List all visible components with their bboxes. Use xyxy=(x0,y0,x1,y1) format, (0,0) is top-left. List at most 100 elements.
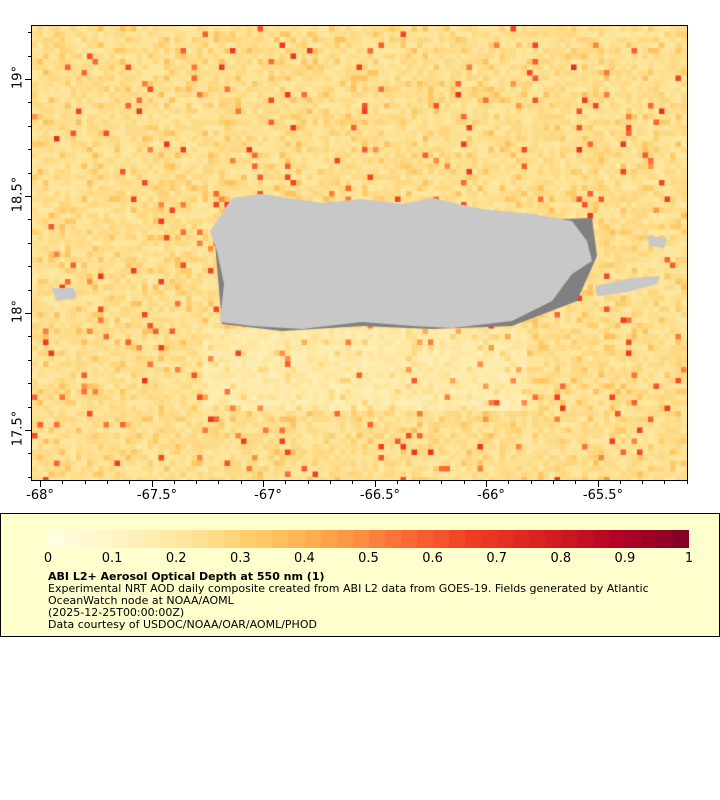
legend-time: (2025-12-25T00:00:00Z) xyxy=(48,606,185,619)
colorbar-segment xyxy=(432,530,449,548)
tick-mark xyxy=(28,32,31,34)
colorbar-tick-label: 1 xyxy=(684,551,694,566)
colorbar-tick-label: 0.3 xyxy=(229,551,251,566)
colorbar-tick-label: 0.4 xyxy=(294,551,315,566)
tick-mark xyxy=(173,481,175,484)
colorbar-segment xyxy=(304,530,321,548)
colorbar-segment xyxy=(320,530,337,548)
tick-mark xyxy=(686,481,688,484)
tick-mark xyxy=(28,453,31,455)
colorbar-segment xyxy=(208,530,225,548)
y-tick-label: 18.5° xyxy=(10,176,26,213)
x-tick-label: -66° xyxy=(477,488,505,503)
tick-mark xyxy=(28,242,31,244)
colorbar-segment xyxy=(160,530,177,548)
colorbar-tick-label: 0.8 xyxy=(550,551,572,566)
colorbar-segment xyxy=(336,530,353,548)
colorbar-tick-label: 0.7 xyxy=(486,551,508,566)
aod-raster xyxy=(32,26,687,480)
tick-mark xyxy=(419,481,421,484)
tick-mark xyxy=(463,481,465,484)
colorbar-tick-label: 0.2 xyxy=(165,551,187,566)
tick-mark xyxy=(25,79,31,80)
colorbar-segment xyxy=(577,530,594,548)
x-tick-label: -65.5° xyxy=(582,488,624,503)
tick-mark xyxy=(642,481,644,484)
x-tick-label: -68° xyxy=(26,488,54,503)
tick-mark xyxy=(28,102,31,104)
colorbar-segment xyxy=(48,530,65,548)
tick-mark xyxy=(25,430,31,431)
colorbar-segment xyxy=(128,530,145,548)
colorbar-segment xyxy=(561,530,578,548)
colorbar-segment xyxy=(448,530,465,548)
tick-mark xyxy=(151,481,153,487)
tick-mark xyxy=(25,196,31,197)
colorbar-segment xyxy=(224,530,241,548)
tick-mark xyxy=(263,481,264,487)
tick-mark xyxy=(84,481,86,484)
tick-mark xyxy=(28,359,31,361)
tick-mark xyxy=(25,313,31,314)
colorbar-segment xyxy=(480,530,497,548)
y-tick-label: 18° xyxy=(10,299,26,324)
colorbar-segment xyxy=(176,530,193,548)
tick-mark xyxy=(28,149,31,151)
colorbar-tick-label: 0.1 xyxy=(101,551,123,566)
colorbar-tick-label: 0 xyxy=(43,551,53,566)
colorbar-segment xyxy=(657,530,674,548)
tick-mark xyxy=(552,481,554,484)
colorbar-segment xyxy=(288,530,305,548)
tick-mark xyxy=(441,481,443,484)
tick-mark xyxy=(28,172,31,174)
tick-mark xyxy=(597,481,599,487)
colorbar-segment xyxy=(496,530,513,548)
colorbar-segment xyxy=(80,530,97,548)
colorbar-segment xyxy=(240,530,257,548)
tick-mark xyxy=(486,481,487,487)
legend: 0 0.1 0.2 0.3 0.4 0.5 0.6 0.7 0.8 0.9 1 ABI L2+ Ae… xyxy=(0,513,720,637)
colorbar-segment xyxy=(192,530,209,548)
tick-mark xyxy=(28,406,31,408)
tick-mark xyxy=(619,481,621,484)
colorbar-segment xyxy=(625,530,642,548)
tick-mark xyxy=(28,266,31,268)
aod-map xyxy=(31,25,688,481)
colorbar-segment xyxy=(96,530,113,548)
tick-mark xyxy=(40,481,41,487)
tick-mark xyxy=(240,481,242,484)
colorbar-segment xyxy=(464,530,481,548)
legend-title: ABI L2+ Aerosol Optical Depth at 550 nm … xyxy=(48,570,325,583)
tick-mark xyxy=(396,481,398,484)
tick-mark xyxy=(307,481,309,484)
tick-mark xyxy=(285,481,287,484)
tick-mark xyxy=(28,476,31,478)
colorbar-segment xyxy=(544,530,561,548)
colorbar-segment xyxy=(512,530,529,548)
tick-mark xyxy=(218,481,220,484)
colorbar-segment xyxy=(593,530,610,548)
colorbar-tick-label: 0.5 xyxy=(358,551,379,566)
x-tick-label: -67.5° xyxy=(136,488,178,503)
colorbar-segment xyxy=(272,530,289,548)
colorbar-segment xyxy=(352,530,369,548)
colorbar-segment xyxy=(64,530,81,548)
tick-mark xyxy=(28,125,31,127)
tick-mark xyxy=(129,481,131,484)
colorbar xyxy=(48,530,690,548)
colorbar-segment xyxy=(609,530,626,548)
tick-mark xyxy=(664,481,666,484)
tick-mark xyxy=(62,481,64,484)
colorbar-segment xyxy=(368,530,385,548)
x-tick-label: -67° xyxy=(254,488,282,503)
tick-mark xyxy=(530,481,532,484)
tick-mark xyxy=(352,481,354,484)
colorbar-segment xyxy=(641,530,658,548)
tick-mark xyxy=(28,219,31,221)
tick-mark xyxy=(374,481,376,487)
legend-description: Experimental NRT AOD daily composite cre… xyxy=(48,582,649,595)
legend-credit: Data courtesy of USDOC/NOAA/OAR/AOML/PHO… xyxy=(48,618,317,631)
x-tick-label: -66.5° xyxy=(359,488,401,503)
legend-description: OceanWatch node at NOAA/AOML xyxy=(48,594,234,607)
tick-mark xyxy=(508,481,510,484)
